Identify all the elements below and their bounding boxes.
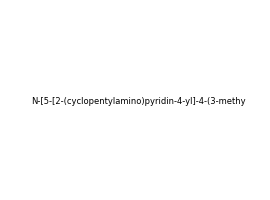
Text: N-[5-[2-(cyclopentylamino)pyridin-4-yl]-4-(3-methy: N-[5-[2-(cyclopentylamino)pyridin-4-yl]-… — [31, 97, 246, 106]
